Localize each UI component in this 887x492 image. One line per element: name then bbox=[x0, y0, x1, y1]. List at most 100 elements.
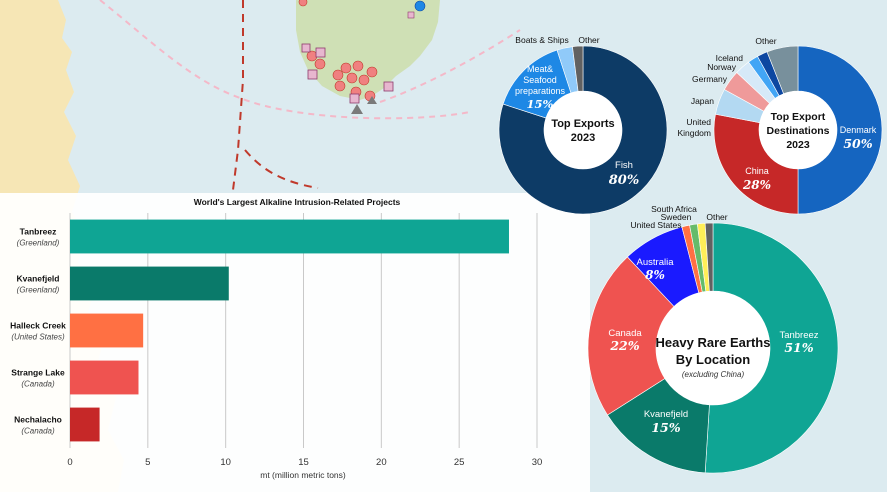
slice-label-iceland: Iceland bbox=[716, 53, 744, 63]
slice-label-south-africa: South Africa bbox=[651, 204, 697, 214]
deposit-marker bbox=[358, 74, 370, 86]
slice-label-australia: Australia bbox=[637, 257, 675, 268]
slice-pct-fish: 80% bbox=[609, 173, 639, 188]
deposit-marker bbox=[367, 96, 377, 104]
slice-label-japan: Japan bbox=[691, 96, 714, 106]
deposit-marker bbox=[351, 104, 363, 114]
top-exports-labels: Fish 80% Meat& Seafood preparations 15% … bbox=[515, 35, 639, 188]
category-location: (United States) bbox=[11, 333, 65, 342]
slice-pct-china: 28% bbox=[742, 178, 771, 192]
x-tick-label: 15 bbox=[298, 457, 309, 468]
deposit-marker bbox=[301, 43, 311, 53]
x-tick-label: 25 bbox=[454, 457, 465, 468]
slice-label-norway: Norway bbox=[707, 62, 737, 72]
deposit-marker bbox=[414, 0, 426, 12]
destinations-hole bbox=[759, 91, 837, 169]
rare-earths-title-line1: Heavy Rare Earths bbox=[656, 335, 771, 350]
category-label: Nechalacho bbox=[14, 415, 62, 425]
bar-chart-xlabel: mt (million metric tons) bbox=[260, 470, 346, 480]
bar-kvanefjeld bbox=[70, 266, 229, 301]
top-export-destinations-donut bbox=[713, 45, 883, 215]
top-exports-title-line2: 2023 bbox=[571, 132, 595, 144]
slice-label-united-states: United States bbox=[630, 220, 681, 230]
category-location: (Greenland) bbox=[17, 286, 60, 295]
bar-tanbreez bbox=[70, 219, 509, 254]
slice-label-canada: Canada bbox=[608, 328, 642, 339]
rare-earths-subtitle: (excluding China) bbox=[682, 370, 745, 379]
maritime-border-curve bbox=[244, 149, 319, 189]
deposit-marker bbox=[332, 69, 344, 81]
bar-chart-title: World's Largest Alkaline Intrusion-Relat… bbox=[194, 197, 401, 207]
slice-label-denmark: Denmark bbox=[840, 125, 877, 135]
category-label: Strange Lake bbox=[11, 368, 65, 378]
deposit-marker bbox=[346, 72, 358, 84]
bar-strange-lake bbox=[70, 360, 139, 395]
slice-label-sweden: Sweden bbox=[661, 212, 692, 222]
slice-pct-kvanefjeld: 15% bbox=[651, 420, 680, 435]
slice-label-boats: Boats & Ships bbox=[515, 35, 568, 45]
slice-label-tanbreez: Tanbreez bbox=[779, 330, 818, 341]
x-tick-label: 10 bbox=[220, 457, 231, 468]
top-destinations-center: Top Export Destinations 2023 bbox=[766, 111, 829, 151]
deposit-marker bbox=[366, 66, 378, 78]
deposit-marker bbox=[340, 62, 352, 74]
deposit-marker bbox=[407, 11, 415, 19]
slice-pct-canada: 22% bbox=[609, 338, 639, 353]
rare-earths-labels: Tanbreez 51% Kvanefjeld 15% Canada 22% A… bbox=[608, 204, 818, 435]
top-exports-center: Top Exports 2023 bbox=[551, 118, 614, 144]
maritime-border-vertical bbox=[232, 0, 244, 191]
slice-pct-tanbreez: 51% bbox=[784, 340, 813, 355]
rare-earths-center: Heavy Rare Earths By Location (excluding… bbox=[656, 335, 771, 379]
slice-label-re-other: Other bbox=[706, 212, 727, 222]
shipping-route-left bbox=[99, 0, 471, 120]
slice-label-fish: Fish bbox=[615, 160, 633, 171]
slice-pct-denmark: 50% bbox=[843, 136, 872, 151]
category-location: (Canada) bbox=[21, 380, 55, 389]
top-exports-donut bbox=[498, 45, 668, 215]
top-destinations-title-line1: Top Export bbox=[771, 111, 826, 123]
greenland-land bbox=[296, 0, 440, 100]
slice-label-meat-line2: Seafood bbox=[523, 75, 557, 85]
rare-earths-hole bbox=[656, 291, 770, 405]
slice-label-uk-line2: Kingdom bbox=[677, 128, 711, 138]
heavy-rare-earths-donut bbox=[587, 222, 839, 474]
top-destinations-title-line2: Destinations bbox=[766, 125, 829, 137]
deposit-marker bbox=[334, 80, 346, 92]
top-exports-title-line1: Top Exports bbox=[551, 118, 614, 130]
slice-label-kvanefjeld: Kvanefjeld bbox=[644, 409, 688, 420]
x-tick-label: 5 bbox=[145, 457, 150, 468]
deposit-marker bbox=[352, 60, 364, 72]
category-label: Tanbreez bbox=[20, 227, 57, 237]
deposit-marker bbox=[307, 69, 318, 80]
top-destinations-labels: Denmark 50% China 28% United Kingdom Jap… bbox=[677, 36, 876, 192]
deposit-marker bbox=[314, 58, 326, 70]
exports-hole bbox=[544, 91, 622, 169]
slice-label-other: Other bbox=[578, 35, 599, 45]
deposit-marker bbox=[383, 81, 394, 92]
slice-pct-australia: 8% bbox=[645, 268, 665, 282]
shipping-route-right bbox=[379, 29, 521, 103]
deposit-marker bbox=[306, 50, 318, 62]
top-destinations-title-line3: 2023 bbox=[786, 139, 810, 151]
x-tick-label: 30 bbox=[532, 457, 543, 468]
rare-earths-title-line2: By Location bbox=[676, 352, 750, 367]
slice-label-germany: Germany bbox=[692, 74, 728, 84]
slice-label-china: China bbox=[745, 166, 769, 176]
bar-nechalacho bbox=[70, 407, 100, 442]
slice-pct-meat: 15% bbox=[527, 97, 554, 111]
category-label: Halleck Creek bbox=[10, 321, 66, 331]
deposit-marker bbox=[315, 47, 326, 58]
slice-label-dest-other: Other bbox=[755, 36, 776, 46]
category-location: (Canada) bbox=[21, 427, 55, 436]
slice-label-uk-line1: United bbox=[686, 117, 711, 127]
slice-label-meat-line1: Meat& bbox=[527, 64, 553, 74]
slice-label-meat-line3: preparations bbox=[515, 86, 566, 96]
category-location: (Greenland) bbox=[17, 239, 60, 248]
x-tick-label: 0 bbox=[67, 457, 72, 468]
deposit-marker bbox=[298, 0, 308, 7]
deposit-marker bbox=[349, 93, 360, 104]
bar-chart: World's Largest Alkaline Intrusion-Relat… bbox=[0, 193, 590, 492]
deposit-markers bbox=[298, 0, 426, 114]
bar-halleck-creek bbox=[70, 313, 144, 348]
